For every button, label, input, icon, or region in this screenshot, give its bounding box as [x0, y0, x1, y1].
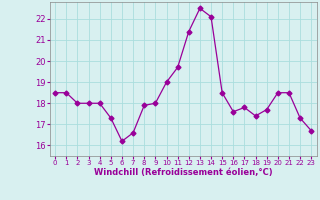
- X-axis label: Windchill (Refroidissement éolien,°C): Windchill (Refroidissement éolien,°C): [94, 168, 273, 177]
